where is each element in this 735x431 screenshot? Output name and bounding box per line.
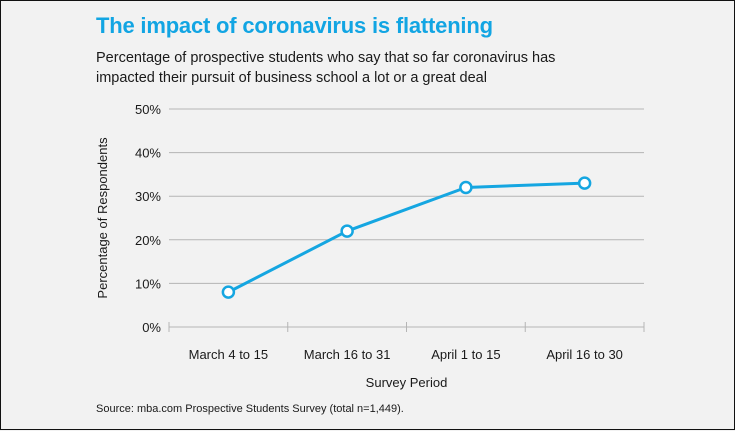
source-note: Source: mba.com Prospective Students Sur… — [96, 403, 404, 415]
data-point — [577, 176, 592, 190]
y-tick-label: 50% — [135, 102, 161, 117]
x-tick-label: April 16 to 30 — [546, 347, 623, 362]
y-tick-label: 20% — [135, 233, 161, 248]
x-tick-label: April 1 to 15 — [431, 347, 500, 362]
x-tick-label: March 4 to 15 — [189, 347, 269, 362]
x-tick-label: March 16 to 31 — [304, 347, 391, 362]
y-axis-label: Percentage of Respondents — [95, 137, 110, 299]
y-tick-label: 0% — [142, 320, 161, 335]
chart-subtitle: Percentage of prospective students who s… — [96, 50, 556, 86]
chart-title: The impact of coronavirus is flattening — [96, 13, 493, 38]
x-axis-label: Survey Period — [366, 375, 448, 390]
data-point — [459, 180, 473, 195]
y-tick-label: 40% — [135, 146, 161, 161]
series-line — [227, 181, 585, 294]
y-tick-label: 10% — [135, 276, 161, 291]
data-point — [340, 224, 354, 238]
y-tick-label: 30% — [135, 189, 161, 204]
data-point — [221, 285, 236, 299]
